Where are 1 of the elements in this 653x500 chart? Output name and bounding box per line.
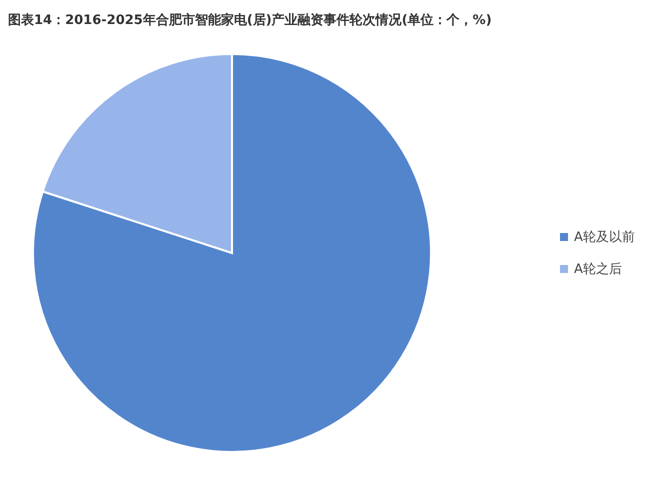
title: 图表14：2016-2025年合肥市智能家电(居)产业融资事件轮次情况(单位：个，%): [8, 13, 492, 28]
